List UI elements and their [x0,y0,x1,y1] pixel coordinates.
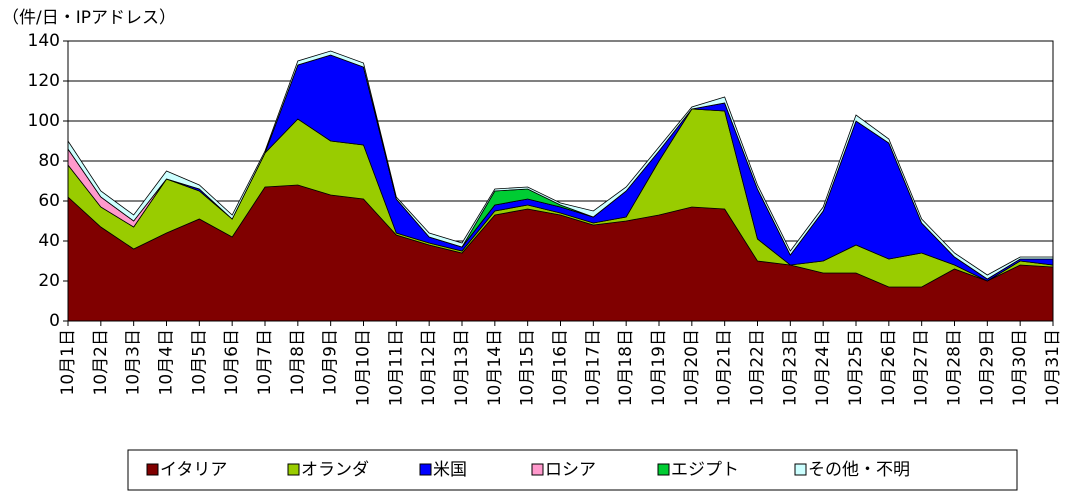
x-tick-label: 10月15日 [518,329,538,406]
x-tick-label: 10月30日 [1010,329,1030,406]
legend-label: オランダ [301,460,369,480]
legend-swatch [419,463,432,476]
x-tick-label: 10月20日 [682,329,702,406]
x-tick-label: 10月21日 [715,329,735,406]
x-tick-label: 10月28日 [945,329,965,406]
x-tick-label: 10月1日 [58,329,78,395]
x-tick-label: 10月22日 [748,329,768,406]
x-tick-label: 10月10日 [354,329,374,406]
legend-swatch [531,463,544,476]
y-tick-label: 0 [49,311,60,331]
x-tick-label: 10月3日 [124,329,144,395]
x-tick-label: 10月25日 [846,329,866,406]
x-tick-label: 10月17日 [583,329,603,406]
x-tick-label: 10月19日 [649,329,669,406]
x-tick-label: 10月5日 [189,329,209,395]
y-tick-label: 100 [28,111,60,131]
legend-label: その他・不明 [808,460,910,480]
y-tick-label: 80 [38,151,60,171]
x-tick-label: 10月12日 [419,329,439,406]
x-tick-label: 10月14日 [485,329,505,406]
legend-label: 米国 [433,460,467,480]
x-tick-label: 10月31日 [1043,329,1063,406]
legend-swatch [146,463,159,476]
x-tick-label: 10月16日 [551,329,571,406]
x-tick-label: 10月27日 [912,329,932,406]
y-tick-label: 140 [28,31,60,51]
x-tick-label: 10月8日 [288,329,308,395]
x-tick-label: 10月4日 [157,329,177,395]
y-tick-label: 120 [28,71,60,91]
x-tick-label: 10月23日 [780,329,800,406]
legend-box [127,449,1018,491]
x-tick-label: 10月26日 [879,329,899,406]
y-tick-label: 40 [38,231,60,251]
legend-swatch [794,463,807,476]
y-axis-label: （件/日・IPアドレス） [2,8,176,28]
y-tick-label: 20 [38,271,60,291]
x-tick-label: 10月11日 [386,329,406,406]
x-tick-label: 10月24日 [813,329,833,406]
x-tick-label: 10月9日 [321,329,341,395]
x-tick-label: 10月2日 [91,329,111,395]
legend-label: イタリア [160,460,227,480]
legend-swatch [657,463,670,476]
legend-label: ロシア [545,460,596,480]
y-tick-label: 60 [38,191,60,211]
legend-swatch [287,463,300,476]
x-tick-label: 10月18日 [616,329,636,406]
legend-label: エジプト [671,460,739,480]
x-tick-label: 10月13日 [452,329,472,406]
x-tick-label: 10月29日 [977,329,997,406]
x-tick-label: 10月6日 [222,329,242,395]
x-tick-label: 10月7日 [255,329,275,395]
